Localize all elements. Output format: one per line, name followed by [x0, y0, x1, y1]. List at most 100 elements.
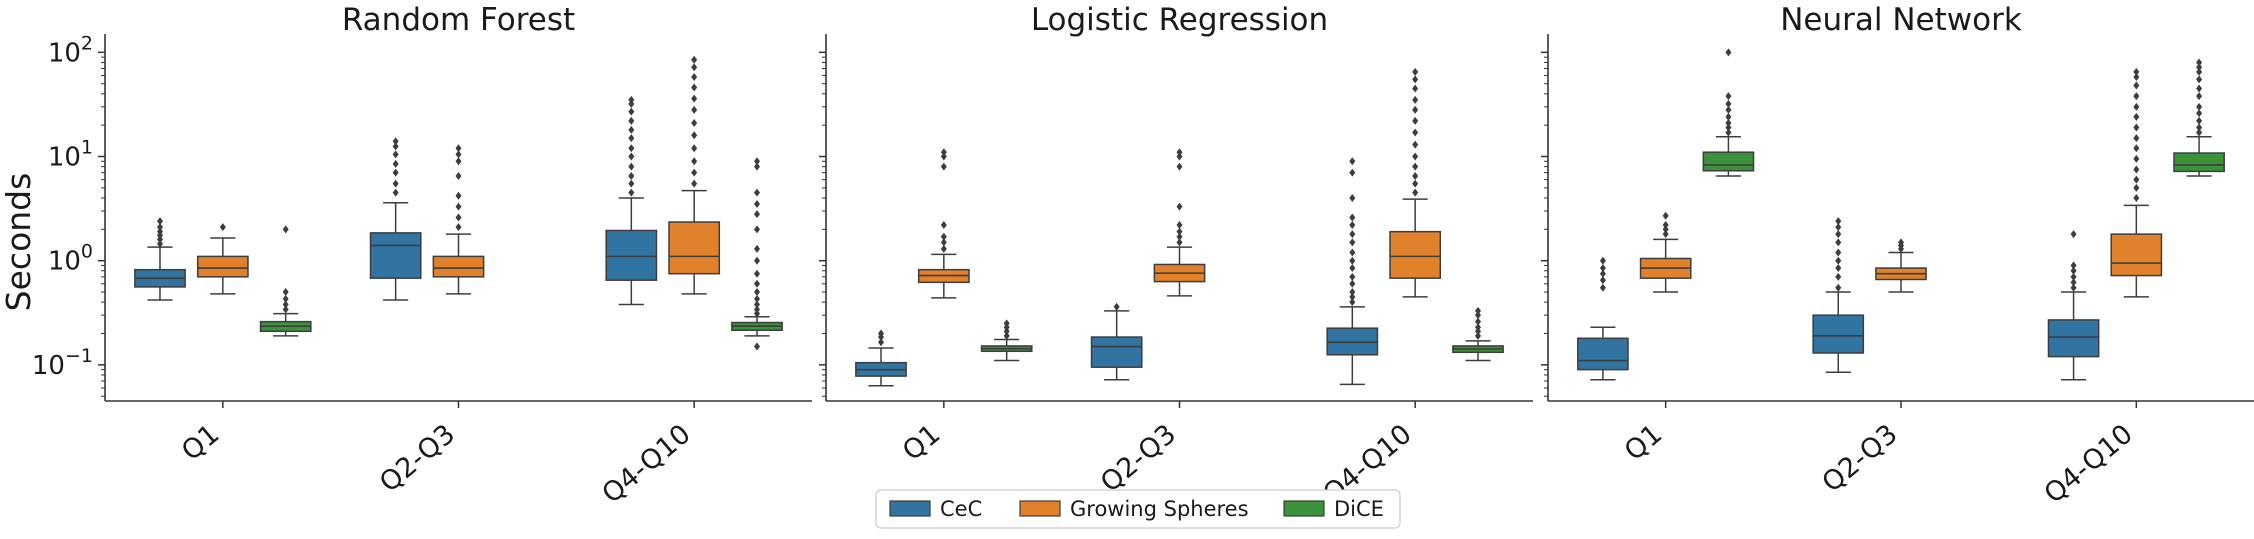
outlier-point	[1898, 238, 1904, 247]
box-growing-spheres	[1153, 148, 1206, 297]
legend: CeC Growing Spheres DiCE	[875, 489, 1401, 529]
iqr-box	[2173, 152, 2225, 173]
outlier-point	[1176, 232, 1183, 241]
outlier-point	[2133, 112, 2140, 121]
outlier-point	[1349, 256, 1356, 265]
outlier-point	[691, 55, 698, 64]
outlier-point	[1176, 202, 1183, 211]
y-tick-label: 10−1	[32, 345, 93, 381]
iqr-box	[2110, 233, 2163, 277]
outlier-point	[1176, 152, 1183, 161]
outlier-point	[1725, 105, 1732, 114]
y-tick-exponent: 2	[81, 32, 93, 54]
outlier-point	[2070, 283, 2077, 292]
iqr-box	[1812, 314, 1865, 354]
outlier-point	[1662, 230, 1669, 239]
y-tick-label: 101	[48, 137, 93, 173]
legend-label: DiCE	[1334, 497, 1384, 521]
outlier-point	[1349, 213, 1356, 222]
outlier-point	[628, 125, 635, 134]
outlier-point	[1349, 264, 1356, 273]
outlier-point	[2133, 165, 2140, 174]
iqr-box	[1389, 230, 1442, 279]
box-cec	[369, 137, 422, 301]
outlier-point	[1176, 148, 1183, 157]
outlier-point	[392, 188, 399, 197]
outlier-point	[455, 213, 462, 222]
outlier-point	[691, 179, 698, 188]
outlier-point	[282, 300, 289, 309]
outlier-point	[1412, 152, 1419, 161]
outlier-point	[1835, 283, 1842, 292]
outlier-point	[628, 144, 635, 153]
outlier-point	[628, 99, 635, 108]
outlier-point	[754, 225, 761, 234]
outlier-point	[2196, 128, 2203, 137]
box-cec	[855, 329, 907, 387]
outlier-point	[1412, 67, 1419, 76]
outlier-point	[691, 105, 698, 114]
outlier-point	[1176, 227, 1183, 236]
outlier-point	[628, 179, 635, 188]
outlier-point	[2133, 144, 2140, 153]
outlier-point	[1412, 84, 1419, 93]
outlier-point	[1349, 298, 1356, 307]
outlier-point	[1599, 283, 1606, 292]
y-tick-exponent: 0	[81, 241, 93, 263]
outlier-point	[1349, 193, 1356, 202]
box-cec	[1090, 302, 1143, 381]
iqr-box	[1577, 337, 1629, 371]
outlier-point	[940, 232, 947, 241]
box-growing-spheres	[1639, 211, 1692, 293]
outlier-point	[392, 137, 399, 146]
panel-title: Random Forest	[342, 2, 575, 38]
outlier-point	[877, 329, 884, 338]
outlier-point	[1475, 306, 1482, 315]
outlier-point	[940, 238, 947, 247]
box-growing-spheres	[432, 144, 485, 295]
iqr-box	[2047, 319, 2100, 358]
outlier-point	[282, 305, 289, 314]
box-dice	[980, 319, 1033, 362]
outlier-point	[754, 294, 761, 303]
legend-swatch	[1283, 500, 1325, 517]
outlier-point	[2133, 183, 2140, 192]
x-tick-label: Q1	[897, 419, 946, 467]
outlier-point	[1412, 140, 1419, 149]
outlier-point	[455, 202, 462, 211]
x-tick-label: Q2-Q3	[1816, 419, 1903, 499]
outlier-point	[156, 223, 163, 232]
box-dice	[1702, 48, 1755, 177]
outlier-point	[1662, 221, 1669, 230]
outlier-point	[1412, 105, 1419, 114]
outlier-point	[1725, 118, 1732, 127]
box-cec	[134, 217, 186, 301]
outlier-point	[2196, 102, 2203, 111]
outlier-point	[1599, 264, 1606, 273]
outlier-point	[754, 288, 761, 297]
y-tick-base: 10	[48, 143, 81, 173]
outlier-point	[2133, 154, 2140, 163]
box-dice	[731, 157, 783, 351]
outlier-point	[1725, 99, 1732, 108]
outlier-point	[2133, 175, 2140, 184]
legend-swatch	[1019, 500, 1061, 517]
outlier-point	[691, 168, 698, 177]
outlier-point	[1662, 225, 1669, 234]
outlier-point	[2133, 72, 2140, 81]
outlier-point	[1412, 162, 1419, 171]
iqr-box	[196, 255, 249, 278]
outlier-point	[2070, 278, 2077, 287]
outlier-point	[1349, 288, 1356, 297]
outlier-point	[2070, 230, 2077, 239]
outlier-point	[1835, 264, 1842, 273]
iqr-box	[668, 221, 721, 275]
outlier-point	[1412, 95, 1419, 104]
outlier-point	[1003, 331, 1010, 340]
x-tick-label: Q2-Q3	[1095, 419, 1182, 499]
box-cec	[605, 95, 658, 306]
outlier-point	[628, 162, 635, 171]
outlier-point	[2070, 261, 2077, 270]
